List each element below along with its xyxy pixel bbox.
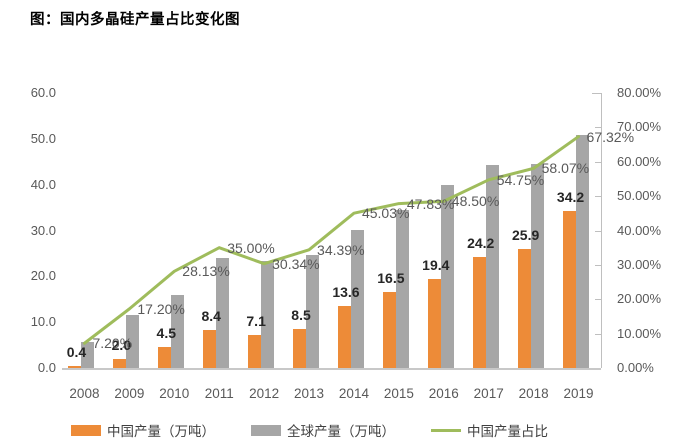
share-value-label: 47.83% bbox=[406, 195, 455, 212]
legend-item: 中国产量（万吨） bbox=[71, 420, 215, 440]
y-axis-left-tick-label: 30.0 bbox=[30, 222, 56, 238]
y-axis-right-tick-label: 30.00% bbox=[617, 256, 662, 272]
china-bar-value-label: 8.4 bbox=[201, 307, 221, 324]
x-axis-tick-label: 2011 bbox=[204, 386, 234, 401]
china-bar-value-label: 25.9 bbox=[512, 227, 540, 244]
y-axis-right-tick-label: 10.00% bbox=[617, 325, 662, 341]
china-production-bar bbox=[382, 292, 396, 368]
global-production-bar bbox=[395, 209, 409, 368]
x-axis-tick-label: 2017 bbox=[473, 386, 504, 401]
y-axis-left-tick-label: 50.0 bbox=[30, 130, 56, 146]
legend-line-swatch bbox=[431, 428, 461, 432]
share-value-label: 28.13% bbox=[182, 263, 230, 280]
x-axis-tick-label: 2019 bbox=[563, 386, 594, 401]
legend-bar-swatch bbox=[251, 424, 281, 436]
china-production-bar bbox=[337, 305, 351, 368]
legend-item: 中国产量占比 bbox=[431, 420, 548, 440]
share-value-label: 54.75% bbox=[496, 171, 545, 188]
y-axis-right-tick-label: 20.00% bbox=[617, 291, 662, 307]
y-axis-left-tick-label: 20.0 bbox=[30, 268, 56, 284]
china-production-bar bbox=[427, 279, 441, 368]
y-axis-right-tick-label: 80.00% bbox=[617, 85, 662, 100]
right-axis-tick bbox=[595, 264, 601, 266]
china-bar-value-label: 19.4 bbox=[422, 257, 450, 274]
share-value-label: 45.03% bbox=[361, 205, 410, 222]
chart-title: 图：国内多晶硅产量占比变化图 bbox=[30, 12, 240, 28]
china-bar-value-label: 4.5 bbox=[156, 325, 177, 342]
y-axis-right-tick-label: 0.00% bbox=[617, 360, 654, 375]
share-value-label: 34.39% bbox=[317, 241, 365, 258]
x-axis-tick-label: 2013 bbox=[294, 386, 325, 401]
y-axis-right-tick-label: 70.00% bbox=[617, 119, 662, 135]
right-axis-tick bbox=[595, 161, 601, 163]
global-production-bar bbox=[530, 163, 544, 368]
right-axis-tick bbox=[592, 93, 601, 94]
china-bar-value-label: 16.5 bbox=[377, 270, 405, 287]
share-value-label: 17.20% bbox=[137, 300, 185, 317]
share-value-label: 67.32% bbox=[586, 128, 635, 145]
china-production-bar bbox=[203, 329, 217, 368]
china-bar-value-label: 34.2 bbox=[556, 189, 585, 206]
x-axis-line bbox=[62, 368, 601, 370]
legend-label: 全球产量（万吨） bbox=[287, 424, 395, 439]
x-axis-tick-label: 2010 bbox=[159, 386, 190, 401]
right-axis-tick bbox=[595, 196, 601, 198]
y-axis-left-tick-label: 60.0 bbox=[30, 85, 56, 100]
china-production-bar bbox=[68, 366, 82, 368]
legend-item: 全球产量（万吨） bbox=[251, 420, 395, 440]
legend: 中国产量（万吨） 全球产量（万吨） 中国产量占比 bbox=[71, 420, 548, 440]
share-value-label: 30.34% bbox=[272, 255, 320, 272]
x-axis-tick-label: 2016 bbox=[428, 386, 459, 401]
global-production-bar bbox=[81, 342, 95, 368]
right-axis-line bbox=[601, 93, 602, 368]
china-bar-value-label: 13.6 bbox=[332, 283, 360, 300]
x-axis-tick-label: 2012 bbox=[249, 386, 280, 401]
right-axis-tick bbox=[595, 230, 601, 232]
china-production-bar bbox=[293, 329, 307, 368]
china-production-bar bbox=[562, 211, 576, 368]
y-axis-left-tick-label: 10.0 bbox=[30, 314, 56, 330]
share-value-label: 58.07% bbox=[541, 160, 590, 177]
china-bar-value-label: 7.1 bbox=[246, 313, 266, 330]
china-bar-value-label: 24.2 bbox=[467, 235, 495, 252]
x-axis-tick-label: 2015 bbox=[383, 386, 414, 401]
x-axis-tick-label: 2018 bbox=[518, 386, 549, 401]
china-production-bar bbox=[472, 257, 486, 368]
legend-bar-swatch bbox=[71, 424, 101, 436]
right-axis-tick bbox=[595, 127, 601, 129]
y-axis-right-tick-label: 40.00% bbox=[617, 222, 662, 238]
china-bar-value-label: 0.4 bbox=[66, 344, 87, 361]
china-production-bar bbox=[517, 249, 531, 368]
y-axis-right-tick-label: 50.00% bbox=[617, 188, 662, 204]
y-axis-left-tick-label: 40.0 bbox=[30, 176, 56, 192]
x-axis-tick-label: 2008 bbox=[69, 386, 100, 401]
china-production-bar bbox=[113, 358, 127, 368]
right-axis-tick bbox=[595, 299, 601, 301]
china-bar-value-label: 8.5 bbox=[291, 307, 311, 324]
x-axis-tick-label: 2014 bbox=[338, 386, 369, 401]
china-production-bar bbox=[248, 335, 262, 368]
right-axis-tick bbox=[595, 333, 601, 335]
y-axis-right-tick-label: 60.00% bbox=[617, 153, 662, 169]
china-production-bar bbox=[158, 347, 172, 368]
legend-label: 中国产量占比 bbox=[467, 424, 548, 439]
x-axis-tick-label: 2009 bbox=[114, 386, 145, 401]
share-value-label: 48.50% bbox=[451, 193, 500, 210]
share-value-label: 35.00% bbox=[227, 239, 275, 256]
legend-label: 中国产量（万吨） bbox=[107, 424, 215, 439]
y-axis-left-tick-label: 0.0 bbox=[37, 360, 56, 375]
share-value-label: 7.20% bbox=[92, 335, 133, 352]
